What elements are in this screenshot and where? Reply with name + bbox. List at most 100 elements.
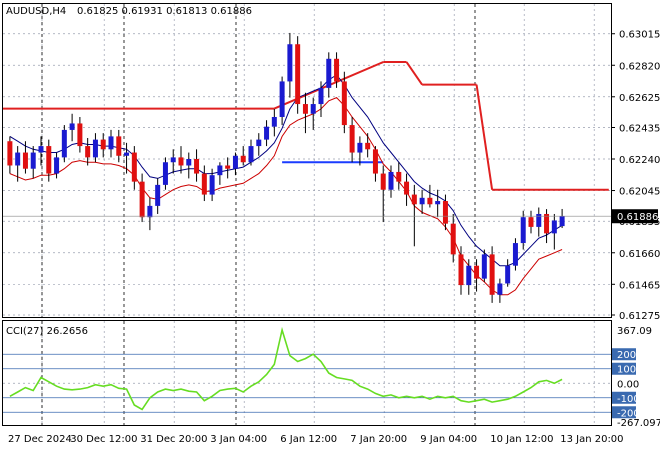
bull-candle (271, 116, 277, 127)
bear-candle (380, 173, 386, 190)
level-line-segment (405, 61, 423, 86)
bear-candle (22, 152, 28, 169)
price-tick-label: 0.62435 (619, 123, 660, 134)
bear-candle (404, 181, 410, 195)
bull-candle (248, 146, 254, 163)
bull-candle (256, 139, 262, 147)
cci-tick-label: -100 (617, 394, 640, 405)
bull-candle (466, 265, 472, 286)
bull-candle (92, 139, 98, 158)
bull-candle (155, 184, 161, 206)
bear-candle (365, 142, 371, 150)
bull-candle (318, 87, 324, 105)
bear-candle (349, 125, 355, 153)
bear-candle (178, 157, 184, 166)
axes: 0.63015 0.62820 0.62625 0.62435 0.62240 0.620… (8, 30, 660, 445)
bear-candle (77, 123, 83, 147)
price-tick-label: 0.62625 (619, 93, 660, 104)
bull-candle (170, 157, 176, 163)
bull-candle (536, 213, 542, 227)
time-tick-label: 6 Jan 12:00 (280, 434, 337, 445)
bull-candle (15, 152, 21, 166)
bear-candle (225, 165, 231, 169)
cci-tick-label: 100 (617, 365, 636, 376)
bull-candle (559, 216, 565, 227)
bear-candle (46, 146, 52, 174)
bear-candle (116, 136, 122, 156)
bull-candle (357, 142, 363, 153)
bull-candle (435, 201, 441, 205)
cci-level-box (612, 362, 636, 375)
bull-candle (38, 146, 44, 153)
bull-candle (505, 265, 511, 284)
bear-candle (427, 197, 433, 205)
bear-candle (372, 149, 378, 174)
price-tick-label: 0.62240 (619, 155, 660, 166)
bull-candle (388, 171, 394, 190)
bear-candle (442, 201, 448, 224)
candles (3, 32, 611, 303)
bear-candle (474, 265, 480, 279)
bear-candle (341, 81, 347, 126)
bear-candle (411, 194, 417, 205)
bull-candle (310, 104, 316, 114)
bull-candle (287, 44, 293, 82)
bear-candle (544, 213, 550, 234)
price-tick-label: 0.62820 (619, 61, 660, 72)
cci-line (9, 326, 563, 411)
bear-candle (85, 146, 91, 158)
cci-panel-frame (2, 320, 612, 426)
bull-candle (279, 81, 285, 117)
cci-level-box (612, 348, 636, 361)
bull-candle (264, 126, 270, 140)
bear-candle (139, 181, 145, 218)
bear-candle (302, 104, 308, 114)
bull-candle (69, 123, 75, 130)
current-price-label: 0.61886 (617, 212, 658, 223)
current-price-box (612, 209, 658, 224)
bull-candle (497, 283, 503, 295)
bull-candle (30, 152, 36, 169)
bear-candle (528, 217, 534, 227)
bull-candle (419, 197, 425, 205)
price-tick-label: 0.61465 (619, 280, 660, 291)
bull-candle (232, 155, 238, 169)
bear-candle (194, 159, 200, 174)
time-tick-label: 7 Jan 20:00 (350, 434, 407, 445)
bear-candle (7, 141, 13, 166)
cci-label: CCI(27) 26.2656 (6, 326, 88, 337)
bull-candle (162, 162, 168, 185)
bull-candle (551, 220, 557, 234)
bull-candle (108, 136, 114, 150)
cci-level-box (612, 406, 636, 419)
bull-candle (61, 129, 67, 158)
price-tick-label: 0.63015 (619, 30, 660, 41)
bull-candle (147, 205, 153, 218)
time-tick-label: 13 Jan 20:00 (560, 434, 623, 445)
bear-candle (295, 44, 301, 105)
cci-tick-label: 0.00 (617, 379, 639, 390)
time-tick-label: 3 Jan 04:00 (210, 434, 267, 445)
price-tick-label: 0.61275 (619, 311, 660, 322)
bull-candle (217, 165, 223, 176)
bear-candle (201, 173, 207, 195)
time-tick-label: 10 Jan 12:00 (490, 434, 553, 445)
time-tick-label: 30 Dec 12:00 (70, 434, 137, 445)
cci-indicator (9, 326, 563, 411)
bear-candle (489, 254, 495, 295)
bull-candle (481, 254, 487, 279)
bull-candle (326, 58, 332, 88)
symbol-label: AUDUSD,H4 (6, 6, 66, 17)
time-tick-label: 9 Jan 04:00 (420, 434, 477, 445)
time-tick-label: 27 Dec 2024 (8, 434, 72, 445)
cci-tick-label: -200 (617, 408, 640, 419)
price-panel-frame (2, 3, 612, 318)
grid (3, 4, 611, 425)
bull-candle (124, 152, 130, 156)
cci-level-box (612, 391, 636, 404)
bull-candle (54, 157, 60, 174)
price-tick-label: 0.62045 (619, 187, 660, 198)
bull-candle (520, 217, 526, 244)
cci-tick-label: 367.09 (617, 326, 652, 337)
